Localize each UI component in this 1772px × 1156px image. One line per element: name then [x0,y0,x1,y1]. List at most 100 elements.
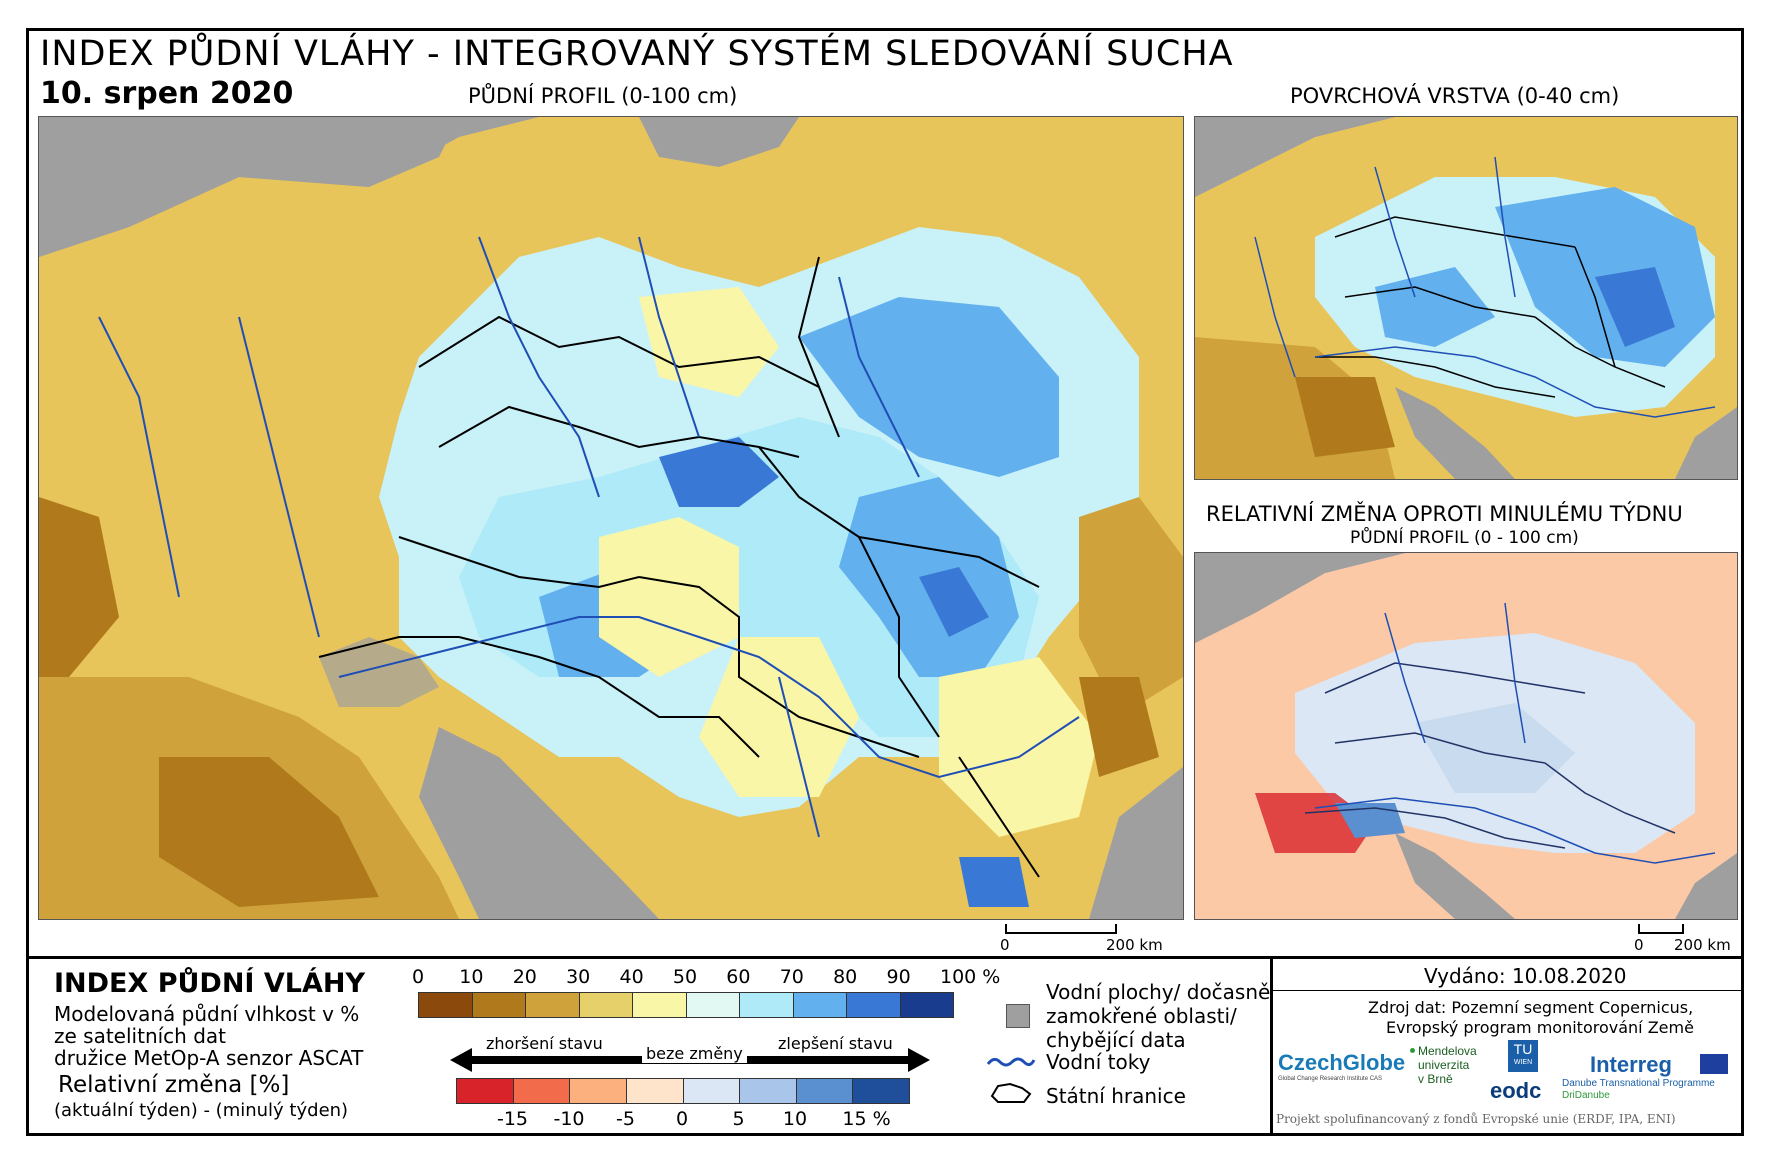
index-color-swatch [578,993,632,1017]
issued-date: Vydáno: 10.08.2020 [1424,964,1627,988]
change-tick-label: 15 % [842,1108,891,1130]
interreg-sub2: DriDanube [1562,1090,1610,1101]
small-scale-bar [1638,932,1682,934]
eodc-logo: eodc [1490,1078,1542,1103]
change-color-swatch [512,1079,570,1103]
funding-note: Projekt spolufinancovaný z fondů Evropsk… [1276,1112,1676,1126]
main-scale-bar [1005,932,1115,934]
index-color-swatch [632,993,686,1017]
page-title: INDEX PŮDNÍ VLÁHY - INTEGROVANÝ SYSTÉM S… [40,34,1234,74]
relative-change-map[interactable] [1194,552,1738,920]
change-tick-label: 10 [782,1108,808,1130]
change-tick-label: -10 [553,1108,585,1130]
index-color-swatch [899,993,953,1017]
change-map-subtitle: PŮDNÍ PROFIL (0 - 100 cm) [1350,528,1579,548]
main-scale-tick [1115,924,1117,934]
issue-date-heading: 10. srpen 2020 [40,76,294,111]
index-color-swatch [846,993,900,1017]
water-legend-line2: zamokřené oblasti/ [1046,1004,1237,1028]
relative-change-desc: (aktuální týden) - (minulý týden) [54,1100,349,1121]
eu-flag-icon [1700,1054,1728,1074]
mendel-logo-line2: univerzita [1418,1058,1470,1072]
footer-divider [1270,956,1273,1136]
main-map-canvas [39,117,1183,919]
water-legend-line3: chybějící data [1046,1028,1186,1052]
change-tick-label: -15 [496,1108,529,1130]
main-soil-moisture-map[interactable] [38,116,1184,920]
change-color-swatch [795,1079,853,1103]
index-color-swatch [525,993,579,1017]
mendel-logo-line1: Mendelova [1418,1044,1477,1058]
water-legend-line1: Vodní plochy/ dočasně [1046,980,1271,1004]
legend-divider [26,956,1744,959]
issued-divider [1270,990,1744,991]
change-color-swatch [569,1079,626,1103]
change-color-swatch [852,1079,909,1103]
relative-change-title: Relativní změna [%] [58,1072,290,1098]
outer-frame [26,28,1744,1136]
borders-legend-label: Státní hranice [1046,1084,1186,1108]
change-map-title: RELATIVNÍ ZMĚNA OPROTI MINULÉMU TÝDNU [1206,502,1683,526]
small-scale-tick [1682,924,1684,934]
river-legend-icon [986,1057,1036,1067]
arrow-worse-label: zhoršení stavu [486,1034,603,1053]
main-scale-label: 200 km [1106,936,1163,954]
interreg-sub1: Danube Transnational Programme [1562,1078,1715,1089]
change-tick-label: -5 [616,1108,635,1130]
legend-desc-line2: ze satelitních dat [54,1024,226,1048]
interreg-logo: Interreg [1590,1052,1672,1077]
index-tick-label: 70 [779,966,804,988]
mendel-logo-line3: v Brně [1418,1072,1453,1086]
change-map-canvas [1195,553,1737,919]
small-scale-tick [1638,924,1640,934]
index-tick-label: 80 [833,966,858,988]
index-color-swatch [739,993,793,1017]
legend-desc-line1: Modelovaná půdní vlhkost v % [54,1002,360,1026]
main-scale-zero: 0 [1000,936,1010,954]
water-legend-swatch [1006,1004,1030,1028]
source-line2: Evropský program monitorování Země [1386,1018,1694,1037]
index-tick-label: 100 % [940,966,1001,988]
index-color-swatch [792,993,846,1017]
change-colorbar [456,1078,910,1104]
tu-wien-logo-sub: WIEN [1513,1059,1533,1066]
index-tick-label: 0 [411,966,425,988]
index-tick-label: 60 [726,966,751,988]
czechglobe-logo: CzechGlobe Global Change Research Instit… [1278,1050,1405,1082]
index-color-swatch [471,993,525,1017]
change-color-swatch [682,1079,740,1103]
surface-map-canvas [1195,117,1737,479]
legend-desc-line3: družice MetOp-A senzor ASCAT [54,1046,364,1070]
mendel-dot-icon [1410,1048,1415,1053]
change-color-swatch [625,1079,683,1103]
main-map-title: PŮDNÍ PROFIL (0-100 cm) [468,84,738,108]
arrow-better-label: zlepšení stavu [778,1034,893,1053]
mendel-logo: Mendelova univerzita v Brně [1410,1044,1477,1086]
rivers-legend-label: Vodní toky [1046,1050,1151,1074]
change-tick-label: 5 [732,1108,745,1130]
main-scale-tick [1005,924,1007,934]
small-scale-zero: 0 [1634,936,1644,954]
index-colorbar [418,992,954,1018]
index-tick-label: 50 [672,966,698,988]
small-scale-label: 200 km [1674,936,1731,954]
legend-title: INDEX PŮDNÍ VLÁHY [54,968,366,999]
surface-map-title: POVRCHOVÁ VRSTVA (0-40 cm) [1290,84,1620,108]
index-tick-label: 90 [886,966,911,988]
czechglobe-logo-text: CzechGlobe [1278,1050,1406,1075]
tu-wien-logo-text: TU [1513,1041,1533,1057]
change-color-swatch [457,1079,513,1103]
tu-wien-logo: TU WIEN [1508,1040,1538,1072]
index-color-swatch [685,993,739,1017]
czechglobe-logo-sub: Global Change Research Institute CAS [1278,1076,1383,1082]
border-legend-icon [990,1082,1032,1103]
index-tick-label: 30 [566,966,591,988]
source-line1: Zdroj dat: Pozemní segment Copernicus, [1368,998,1694,1017]
index-color-swatch [419,993,472,1017]
index-tick-label: 10 [459,966,484,988]
surface-layer-map[interactable] [1194,116,1738,480]
change-tick-label: 0 [675,1108,689,1130]
index-tick-label: 40 [619,966,644,988]
arrow-none-label: beze změny [642,1044,747,1063]
change-color-swatch [739,1079,796,1103]
